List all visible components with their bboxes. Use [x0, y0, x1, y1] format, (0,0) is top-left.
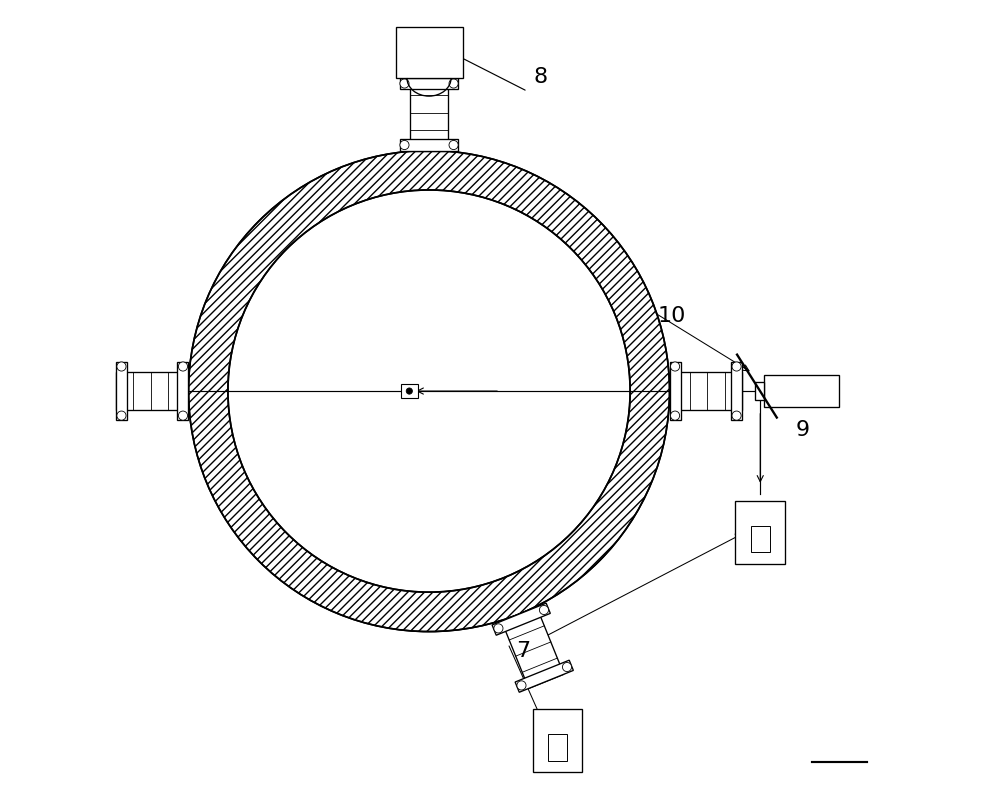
Polygon shape — [410, 78, 448, 151]
Bar — [735, 501, 785, 564]
Circle shape — [732, 362, 741, 371]
Circle shape — [449, 79, 458, 88]
Circle shape — [117, 362, 126, 371]
Circle shape — [732, 411, 741, 420]
Circle shape — [562, 663, 572, 672]
Circle shape — [517, 681, 526, 690]
Circle shape — [178, 411, 188, 420]
Bar — [755, 382, 764, 400]
Polygon shape — [670, 362, 681, 420]
Circle shape — [449, 141, 458, 149]
Bar — [396, 27, 463, 78]
Polygon shape — [731, 362, 742, 420]
Bar — [533, 709, 582, 772]
Polygon shape — [670, 372, 742, 410]
Text: 7: 7 — [516, 641, 530, 661]
Polygon shape — [400, 78, 458, 89]
Polygon shape — [116, 372, 188, 410]
Polygon shape — [177, 362, 188, 420]
Circle shape — [670, 411, 680, 420]
Bar — [751, 526, 770, 552]
Text: 9: 9 — [796, 420, 810, 441]
Circle shape — [178, 362, 188, 371]
Text: 8: 8 — [534, 67, 548, 88]
Polygon shape — [502, 607, 564, 688]
Polygon shape — [400, 140, 458, 151]
Circle shape — [670, 362, 680, 371]
Circle shape — [539, 605, 549, 615]
Circle shape — [494, 624, 503, 633]
Polygon shape — [116, 362, 127, 420]
Circle shape — [117, 411, 126, 420]
Polygon shape — [515, 660, 573, 692]
Circle shape — [400, 79, 409, 88]
Circle shape — [400, 141, 409, 149]
Polygon shape — [492, 603, 550, 635]
Bar — [764, 375, 839, 407]
Bar — [401, 384, 418, 398]
Circle shape — [406, 388, 412, 394]
Text: 10: 10 — [658, 307, 686, 326]
Bar — [548, 735, 567, 761]
